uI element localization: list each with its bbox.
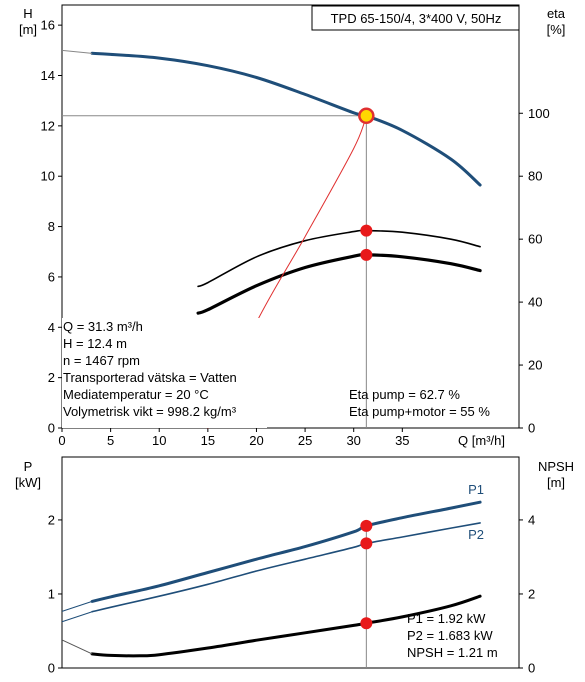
x-tick-label: 25 — [298, 433, 312, 448]
operating-marker — [360, 537, 373, 550]
y-left-tick-label: 12 — [41, 118, 55, 133]
y-right-axis-name: NPSH — [538, 459, 574, 474]
x-tick-label: 0 — [58, 433, 65, 448]
y-left-axis-name: H — [23, 6, 32, 21]
y-left-axis-unit: [m] — [19, 22, 37, 37]
y-left-axis-unit: [kW] — [15, 475, 41, 490]
power-info-line: P1 = 1.92 kW — [407, 611, 486, 626]
title-box — [311, 5, 520, 31]
info-line: Q = 31.3 m³/h — [63, 319, 143, 334]
power-npsh-panel: 0 1 2 0 2 4 P[kW] NPSH[m] P1 P2 P1 = 1.92 kW P2 = 1… — [15, 456, 574, 676]
series-P1 — [90, 500, 482, 603]
power-info-line: P2 = 1.683 kW — [407, 628, 493, 643]
y-right-tick-label: 60 — [528, 232, 542, 247]
y-right-tick-label: 40 — [528, 295, 542, 310]
x-tick-label: 20 — [249, 433, 263, 448]
y-right-tick-label: 4 — [528, 512, 535, 527]
y-left-tick-label: 2 — [48, 512, 55, 527]
y-right-tick-label: 0 — [528, 421, 535, 436]
y-left-tick-label: 16 — [41, 18, 55, 33]
series-npsh — [90, 594, 482, 658]
x-axis-label: Q [m³/h] — [458, 433, 505, 448]
power-info-line: NPSH = 1.21 m — [407, 645, 498, 660]
info-line: Transporterad vätska = Vatten — [63, 370, 237, 385]
x-tick-label: 10 — [152, 433, 166, 448]
series-head — [90, 51, 482, 187]
x-tick-label: 35 — [395, 433, 409, 448]
operating-marker — [360, 617, 373, 630]
series-extension — [61, 611, 93, 623]
y-right-tick-label: 2 — [528, 586, 535, 601]
y-left-tick-label: 14 — [41, 68, 55, 83]
plot-frame — [61, 4, 520, 429]
head-efficiency-panel: 0 2 4 6 8 10 12 14 16 0 20 40 60 80 100 0 5 10 15 20 25 30 35 Q… — [19, 4, 566, 448]
y-left-tick-label: 10 — [41, 169, 55, 184]
plot-frame — [61, 456, 520, 669]
info-line: Volymetrisk vikt = 998.2 kg/m³ — [63, 404, 237, 419]
operating-point-marker — [358, 107, 375, 125]
x-tick-label: 30 — [346, 433, 360, 448]
info-line: Mediatemperatur = 20 °C — [63, 387, 209, 402]
efficiency-marker — [360, 224, 373, 237]
series-label-P1: P1 — [468, 482, 484, 497]
x-tick-label: 5 — [107, 433, 114, 448]
y-left-tick-label: 1 — [48, 586, 55, 601]
y-left-axis-name: P — [24, 459, 33, 474]
y-right-tick-label: 0 — [528, 661, 535, 676]
y-left-tick-label: 0 — [48, 661, 55, 676]
y-right-axis-unit: [%] — [547, 22, 566, 37]
eta-info-line: Eta pump+motor = 55 % — [349, 404, 490, 419]
info-line: H = 12.4 m — [63, 336, 127, 351]
y-right-axis-unit: [m] — [547, 475, 565, 490]
series-label-P2: P2 — [468, 527, 484, 542]
chart-title: TPD 65-150/4, 3*400 V, 50Hz — [331, 11, 502, 26]
series-P2 — [91, 522, 481, 613]
x-tick-label: 15 — [201, 433, 215, 448]
series-efficiency-pump-motor — [196, 253, 482, 315]
info-line: n = 1467 rpm — [63, 353, 140, 368]
y-right-axis-name: eta — [547, 6, 566, 21]
head-extension — [61, 49, 93, 54]
info-box-left — [62, 318, 267, 428]
y-right-tick-label: 80 — [528, 169, 542, 184]
eta-info-line: Eta pump = 62.7 % — [349, 387, 460, 402]
series-efficiency-pump — [197, 229, 481, 288]
y-left-tick-label: 2 — [48, 370, 55, 385]
efficiency-marker — [360, 248, 373, 261]
y-left-tick-label: 0 — [48, 421, 55, 436]
y-left-tick-label: 6 — [48, 269, 55, 284]
y-left-tick-label: 4 — [48, 320, 55, 335]
y-right-tick-label: 20 — [528, 358, 542, 373]
y-left-tick-label: 8 — [48, 219, 55, 234]
series-extension — [61, 600, 93, 612]
y-right-tick-label: 100 — [528, 106, 550, 121]
series-extension — [61, 639, 93, 655]
operating-marker — [360, 519, 373, 532]
